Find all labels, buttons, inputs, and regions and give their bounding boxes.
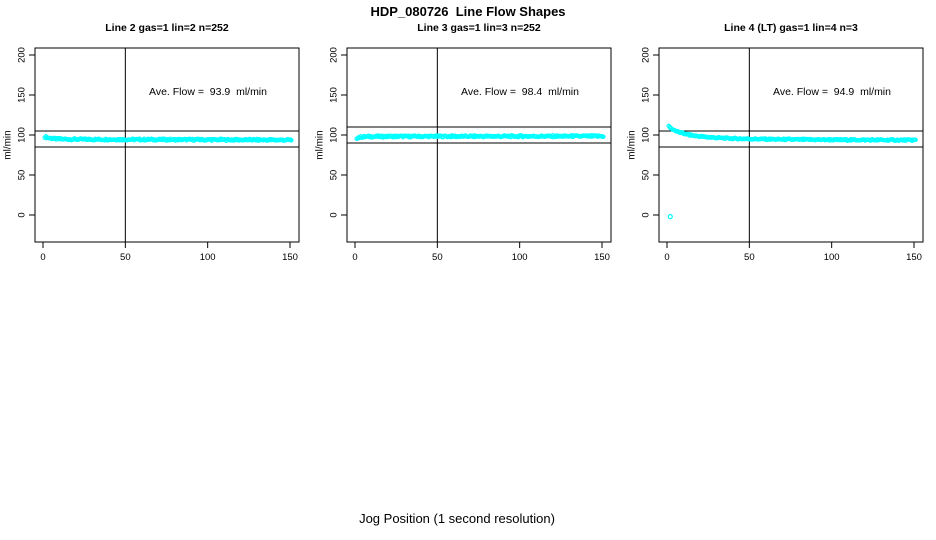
x-tick-label: 150: [906, 252, 922, 263]
ave-flow-annotation: Ave. Flow = 98.4 ml/min: [461, 86, 579, 98]
axis-ticks: 0 50 100 150 200 0 50 100 150: [641, 47, 922, 263]
plot-box: [34, 47, 300, 243]
x-tick-label: 100: [200, 252, 216, 263]
x-tick-label: 150: [594, 252, 610, 263]
x-tick-label: 50: [120, 252, 131, 263]
axis-ticks: 0 50 100 150 200 0 50 100 150: [329, 47, 610, 263]
data-points: [666, 123, 918, 220]
y-tick-label: 0: [641, 212, 652, 217]
y-tick-label: 100: [17, 127, 28, 143]
plot-area: 0 50 100 150 200 0 50 100 150: [641, 47, 924, 263]
panel-title: Line 2 gas=1 lin=2 n=252: [105, 22, 229, 34]
data-point: [289, 138, 294, 143]
data-points: [354, 133, 606, 141]
main-title: HDP_080726 Line Flow Shapes: [370, 4, 566, 19]
x-tick-label: 100: [512, 252, 528, 263]
panel-title: Line 4 (LT) gas=1 lin=4 n=3: [724, 22, 858, 34]
x-axis-label: Jog Position (1 second resolution): [359, 511, 555, 526]
data-point: [601, 134, 606, 139]
y-tick-label: 100: [329, 127, 340, 143]
y-tick-label: 150: [329, 87, 340, 103]
panel-line2: Line 2 gas=1 lin=2 n=252 ml/min Ave. Flo…: [0, 0, 312, 280]
outlier-point: [667, 214, 673, 220]
y-tick-label: 200: [329, 47, 340, 63]
panel-line4: Line 4 (LT) gas=1 lin=4 n=3 ml/min Ave. …: [624, 0, 936, 280]
x-tick-label: 0: [352, 252, 357, 263]
y-tick-label: 150: [641, 87, 652, 103]
y-tick-label: 100: [641, 127, 652, 143]
y-tick-label: 200: [641, 47, 652, 63]
y-tick-label: 50: [17, 170, 28, 181]
data-point: [913, 137, 918, 143]
panel-line3: Line 3 gas=1 lin=3 n=252 ml/min Ave. Flo…: [312, 0, 624, 280]
x-tick-label: 50: [432, 252, 443, 263]
x-tick-label: 150: [282, 252, 298, 263]
x-tick-label: 0: [40, 252, 45, 263]
x-tick-label: 50: [744, 252, 755, 263]
y-tick-label: 50: [329, 170, 340, 181]
x-tick-label: 100: [824, 252, 840, 263]
y-tick-label: 0: [329, 212, 340, 217]
ave-flow-annotation: Ave. Flow = 93.9 ml/min: [149, 86, 267, 98]
plot-box: [346, 47, 612, 243]
y-tick-label: 200: [17, 47, 28, 63]
data-points: [42, 134, 294, 143]
y-tick-label: 0: [17, 212, 28, 217]
ave-flow-annotation: Ave. Flow = 94.9 ml/min: [773, 86, 891, 98]
y-tick-label: 50: [641, 170, 652, 181]
panel-title: Line 3 gas=1 lin=3 n=252: [417, 22, 541, 34]
plot-area: 0 50 100 150 200 0 50 100 150: [329, 47, 612, 263]
plot-box: [658, 47, 924, 243]
plot-area: 0 50 100 150 200 0 50 100 150: [17, 47, 300, 263]
x-tick-label: 0: [664, 252, 669, 263]
y-tick-label: 150: [17, 87, 28, 103]
axis-ticks: 0 50 100 150 200 0 50 100 150: [17, 47, 298, 263]
